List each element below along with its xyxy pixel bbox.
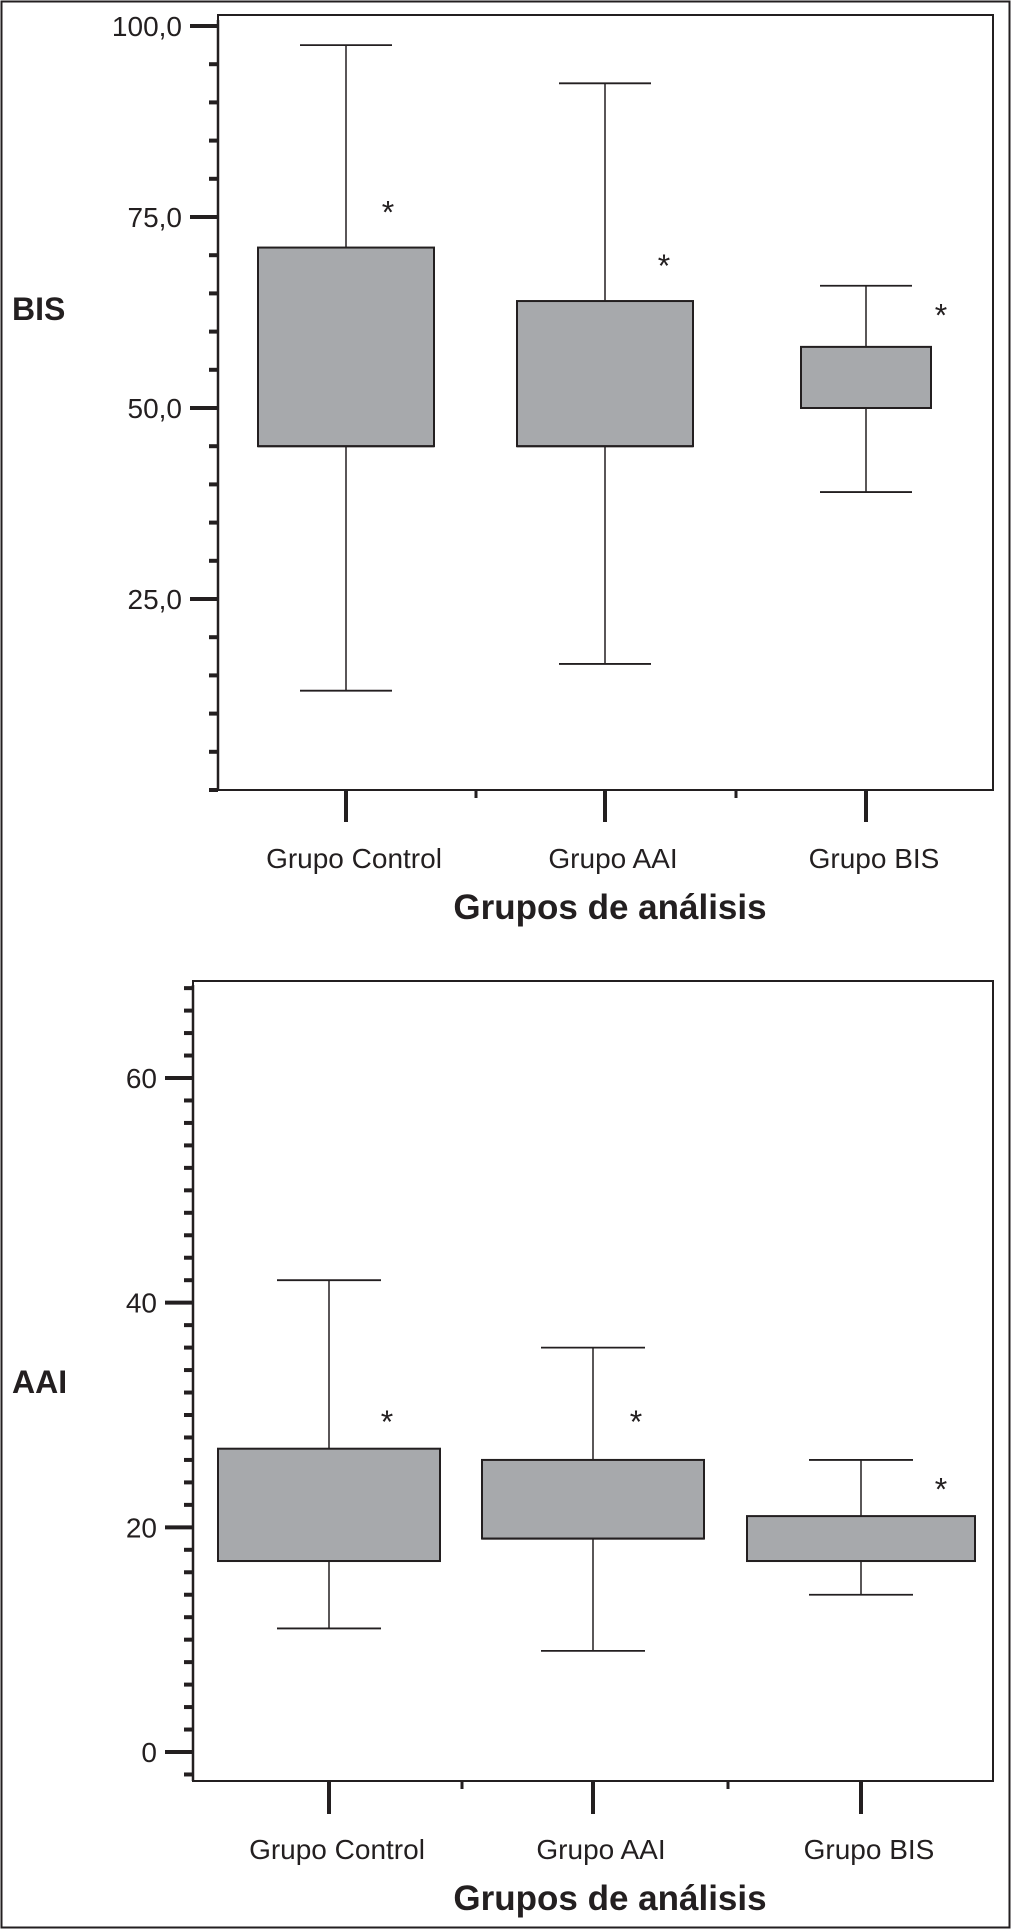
box-group-3: * (800, 284, 947, 493)
significance-marker: * (935, 1471, 947, 1507)
y-tick-label: 0 (141, 1737, 157, 1768)
box-group-2: * (516, 82, 694, 665)
box-iqr (800, 345, 932, 410)
box-iqr (217, 1447, 441, 1563)
y-tick-label: 75,0 (128, 202, 183, 233)
significance-marker: * (381, 1404, 393, 1440)
x-tick-label: Grupo Control (249, 1834, 425, 1865)
box-iqr (516, 300, 694, 448)
box-group-1: * (217, 1279, 441, 1630)
x-tick-label: Grupo Control (266, 843, 442, 874)
significance-marker: * (630, 1404, 642, 1440)
chart-panel-2: 60 40 20 0 AAI * Grupo Control * Grupo AAI * Grupo… (12, 980, 994, 1918)
y-tick-label: 100,0 (112, 11, 182, 42)
box-iqr (481, 1458, 705, 1540)
y-tick-label: 50,0 (128, 393, 183, 424)
box-iqr (746, 1515, 976, 1563)
significance-marker: * (935, 298, 947, 334)
y-axis-label: BIS (12, 291, 65, 327)
significance-marker: * (658, 248, 670, 284)
y-axis-label: AAI (12, 1364, 67, 1400)
x-tick-label: Grupo AAI (548, 843, 677, 874)
chart-panel-1: 100,0 75,0 50,0 25,0 BIS * Grupo Control * Grupo… (12, 11, 994, 927)
x-tick-label: Grupo BIS (809, 843, 940, 874)
box-group-1: * (257, 44, 435, 692)
x-axis-label: Grupos de análisis (453, 1879, 766, 1918)
y-tick-label: 20 (126, 1512, 157, 1543)
x-tick-label: Grupo AAI (536, 1834, 665, 1865)
box-iqr (257, 246, 435, 448)
y-tick-label: 40 (126, 1288, 157, 1319)
box-group-3: * (746, 1459, 976, 1596)
y-tick-label: 25,0 (128, 584, 183, 615)
y-tick-label: 60 (126, 1063, 157, 1094)
significance-marker: * (382, 195, 394, 231)
x-axis-label: Grupos de análisis (453, 888, 766, 927)
x-tick-label: Grupo BIS (804, 1834, 935, 1865)
box-group-2: * (481, 1346, 705, 1652)
